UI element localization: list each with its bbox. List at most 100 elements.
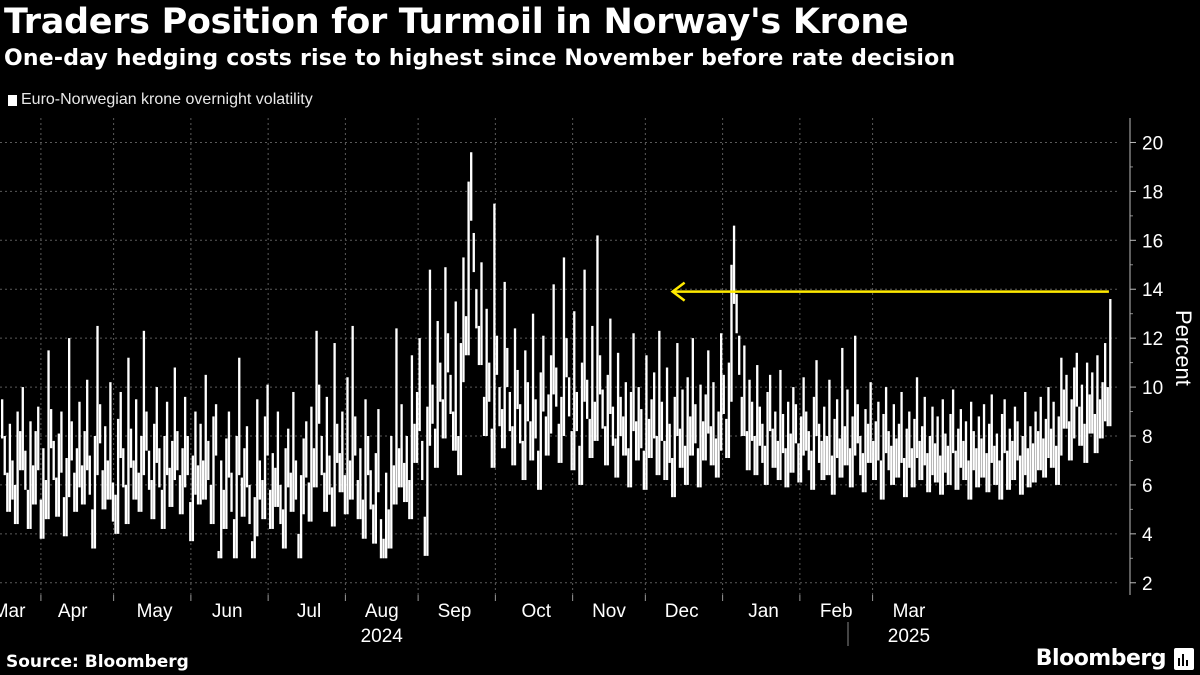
volatility-bar: [276, 411, 280, 507]
volatility-bar: [60, 411, 63, 473]
volatility-bar: [299, 475, 303, 559]
volatility-bar: [604, 426, 607, 466]
volatility-bar: [194, 411, 197, 495]
grid: [0, 118, 1118, 595]
volatility-bar: [98, 404, 102, 444]
volatility-bar: [44, 480, 48, 520]
volatility-bar: [323, 472, 326, 512]
volatility-bar: [220, 460, 223, 559]
volatility-bar: [11, 460, 14, 500]
volatility-bar: [792, 387, 795, 473]
source-note: Source: Bloomberg: [6, 652, 189, 672]
volatility-bar: [140, 436, 143, 512]
volatility-bar: [1031, 443, 1035, 483]
volatility-bar: [101, 470, 104, 510]
volatility-bar: [1073, 367, 1076, 439]
volatility-bar: [454, 301, 457, 451]
volatility-bar: [387, 509, 390, 549]
volatility-bar: [570, 431, 573, 471]
y-tick-label: 6: [1142, 476, 1153, 497]
volatility-bar: [779, 369, 782, 481]
volatility-bar: [890, 445, 893, 485]
volatility-bar: [119, 391, 122, 459]
y-tick-label: 12: [1142, 329, 1163, 350]
volatility-bar: [588, 418, 591, 459]
volatility-bar: [552, 284, 555, 395]
volatility-bar: [26, 489, 30, 529]
volatility-bar: [19, 431, 22, 471]
volatility-bar: [879, 460, 883, 500]
volatility-bar: [1039, 396, 1042, 471]
volatility-bar: [928, 436, 932, 493]
volatility-bar: [753, 436, 756, 476]
volatility-bar: [16, 411, 19, 525]
volatility-bar: [537, 450, 540, 490]
volatility-bar: [86, 379, 89, 471]
volatility-bar: [431, 384, 434, 424]
volatility-bar: [771, 428, 774, 468]
volatility-bar: [341, 411, 344, 493]
volatility-bar: [851, 416, 854, 488]
volatility-bar: [168, 467, 171, 507]
volatility-bar: [369, 470, 372, 510]
volatility-bar: [854, 335, 857, 456]
volatility-bar: [905, 428, 908, 498]
volatility-bar: [158, 448, 161, 488]
volatility-bar: [1042, 438, 1045, 478]
volatility-bar: [812, 396, 816, 490]
volatility-bar: [1080, 384, 1084, 446]
volatility-bar: [859, 436, 862, 476]
volatility-bar: [62, 497, 66, 537]
volatility-bar: [856, 404, 859, 444]
volatility-bar: [745, 431, 749, 471]
volatility-bar: [88, 455, 91, 495]
volatility-bar: [1065, 374, 1068, 429]
chart-title: Traders Position for Turmoil in Norway's…: [4, 2, 909, 42]
volatility-bar: [951, 389, 955, 454]
volatility-bar: [696, 448, 700, 488]
volatility-bar: [68, 338, 71, 498]
volatility-bar: [96, 325, 99, 476]
volatility-bar: [998, 460, 1001, 500]
volatility-bar: [42, 448, 45, 539]
volatility-bar: [738, 335, 741, 375]
volatility-bar: [727, 362, 731, 459]
volatility-bar: [1036, 431, 1040, 471]
volatility-bar: [137, 472, 140, 512]
volatility-bar: [176, 431, 179, 471]
volatility-bar: [1101, 382, 1104, 439]
volatility-bar: [619, 396, 622, 436]
volatility-bar: [109, 382, 112, 500]
volatility-bar: [1062, 389, 1066, 429]
volatility-bar: [933, 443, 937, 483]
volatility-bar: [704, 394, 707, 461]
volatility-bar: [57, 433, 61, 517]
volatility-bar: [464, 316, 468, 356]
volatility-bar: [676, 343, 679, 436]
volatility-bar: [936, 416, 939, 483]
volatility-bar: [732, 225, 736, 304]
volatility-bar: [846, 389, 849, 466]
volatility-bar: [573, 311, 576, 471]
volatility-bar: [542, 335, 545, 412]
legend-label: Euro-Norwegian krone overnight volatilit…: [21, 91, 313, 108]
volatility-bar: [292, 391, 295, 512]
volatility-bar: [449, 374, 452, 414]
volatility-bar: [374, 453, 377, 544]
volatility-bar: [500, 409, 504, 449]
year-label: 2025: [888, 626, 930, 647]
volatility-bar: [547, 394, 550, 456]
volatility-bar: [1013, 406, 1017, 481]
volatility-bar: [761, 423, 764, 463]
x-tick-label: Oct: [521, 601, 551, 622]
volatility-bar: [756, 365, 759, 476]
volatility-bar: [80, 465, 84, 505]
volatility-bar: [902, 458, 906, 498]
volatility-bar: [142, 330, 146, 476]
volatility-bar: [372, 504, 375, 544]
volatility-bar: [495, 335, 499, 375]
volatility-bar: [781, 413, 785, 454]
volatility-bar: [78, 401, 81, 488]
volatility-bar: [1044, 418, 1048, 478]
volatility-bar: [529, 421, 532, 461]
